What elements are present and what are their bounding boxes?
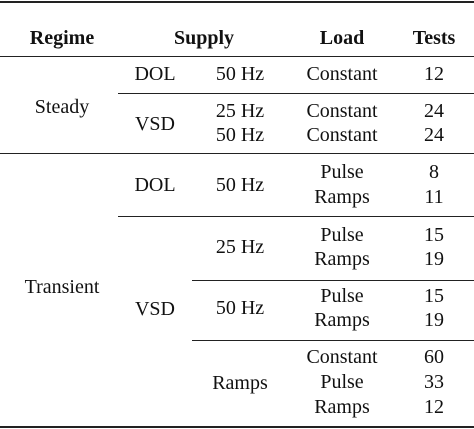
header-tests: Tests: [412, 27, 456, 49]
header-rule: [0, 56, 474, 57]
tests-vsd-50hz-2: 19: [424, 309, 444, 331]
freq-steady-vsd-2: 50 Hz: [215, 124, 265, 146]
load-vsd-ramps-1: Constant: [306, 346, 378, 368]
load-steady-vsd-2: Constant: [306, 124, 378, 146]
freq-steady-dol: 50 Hz: [215, 63, 265, 85]
tests-vsd-25hz-2: 19: [424, 248, 444, 270]
steady-dol-rule: [118, 93, 474, 94]
section-rule: [0, 153, 474, 154]
tests-vsd-ramps-1: 60: [424, 346, 444, 368]
supply-steady-dol: DOL: [134, 63, 176, 85]
tests-vsd-50hz-1: 15: [424, 285, 444, 307]
regime-transient: Transient: [24, 276, 100, 298]
tests-vsd-ramps-3: 12: [424, 396, 444, 418]
bottom-rule: [0, 426, 474, 428]
tests-steady-dol: 12: [424, 63, 444, 85]
tests-steady-vsd-2: 24: [424, 124, 444, 146]
load-vsd-ramps-2: Pulse: [320, 371, 364, 393]
load-transient-dol-1: Pulse: [320, 161, 364, 183]
top-rule: [0, 1, 474, 3]
tests-transient-dol-1: 8: [429, 161, 439, 183]
vsd-50hz-rule: [192, 340, 474, 341]
regime-steady: Steady: [34, 96, 90, 118]
tests-transient-dol-2: 11: [424, 186, 444, 208]
freq-vsd-ramps: Ramps: [212, 372, 268, 394]
vsd-25hz-rule: [192, 280, 474, 281]
header-supply: Supply: [173, 27, 235, 49]
tests-vsd-25hz-1: 15: [424, 224, 444, 246]
freq-vsd-50hz: 50 Hz: [215, 297, 265, 319]
load-vsd-ramps-3: Ramps: [314, 396, 370, 418]
load-steady-vsd-1: Constant: [306, 100, 378, 122]
tests-vsd-ramps-2: 33: [424, 371, 444, 393]
load-steady-dol: Constant: [306, 63, 378, 85]
supply-transient-dol: DOL: [134, 174, 176, 196]
header-regime: Regime: [29, 27, 95, 49]
transient-dol-rule: [118, 216, 474, 217]
freq-vsd-25hz: 25 Hz: [215, 236, 265, 258]
freq-steady-vsd-1: 25 Hz: [215, 100, 265, 122]
load-vsd-50hz-2: Ramps: [314, 309, 370, 331]
load-vsd-50hz-1: Pulse: [320, 285, 364, 307]
supply-transient-vsd: VSD: [134, 298, 176, 320]
header-load: Load: [319, 27, 365, 49]
tests-steady-vsd-1: 24: [424, 100, 444, 122]
freq-transient-dol: 50 Hz: [215, 174, 265, 196]
supply-steady-vsd: VSD: [134, 113, 176, 135]
load-vsd-25hz-1: Pulse: [320, 224, 364, 246]
load-transient-dol-2: Ramps: [314, 186, 370, 208]
load-vsd-25hz-2: Ramps: [314, 248, 370, 270]
